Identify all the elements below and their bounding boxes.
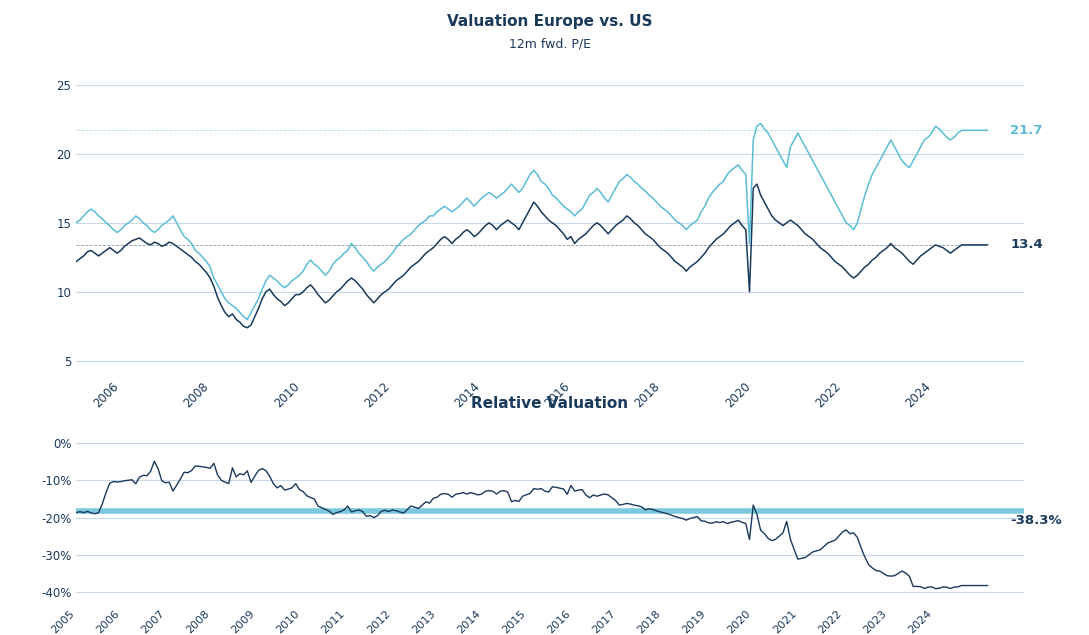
- Text: Valuation Europe vs. US: Valuation Europe vs. US: [448, 13, 652, 29]
- Text: 13.4: 13.4: [1011, 238, 1043, 251]
- Text: Relative Valuation: Relative Valuation: [472, 396, 628, 411]
- Text: 21.7: 21.7: [1011, 124, 1042, 137]
- Text: 12m fwd. P/E: 12m fwd. P/E: [509, 38, 591, 51]
- Legend: MSCI Europe (Latest: 13.4), S&P 500 Composite (Latest: 21.7): MSCI Europe (Latest: 13.4), S&P 500 Comp…: [246, 441, 702, 464]
- Text: -38.3%: -38.3%: [1011, 514, 1062, 527]
